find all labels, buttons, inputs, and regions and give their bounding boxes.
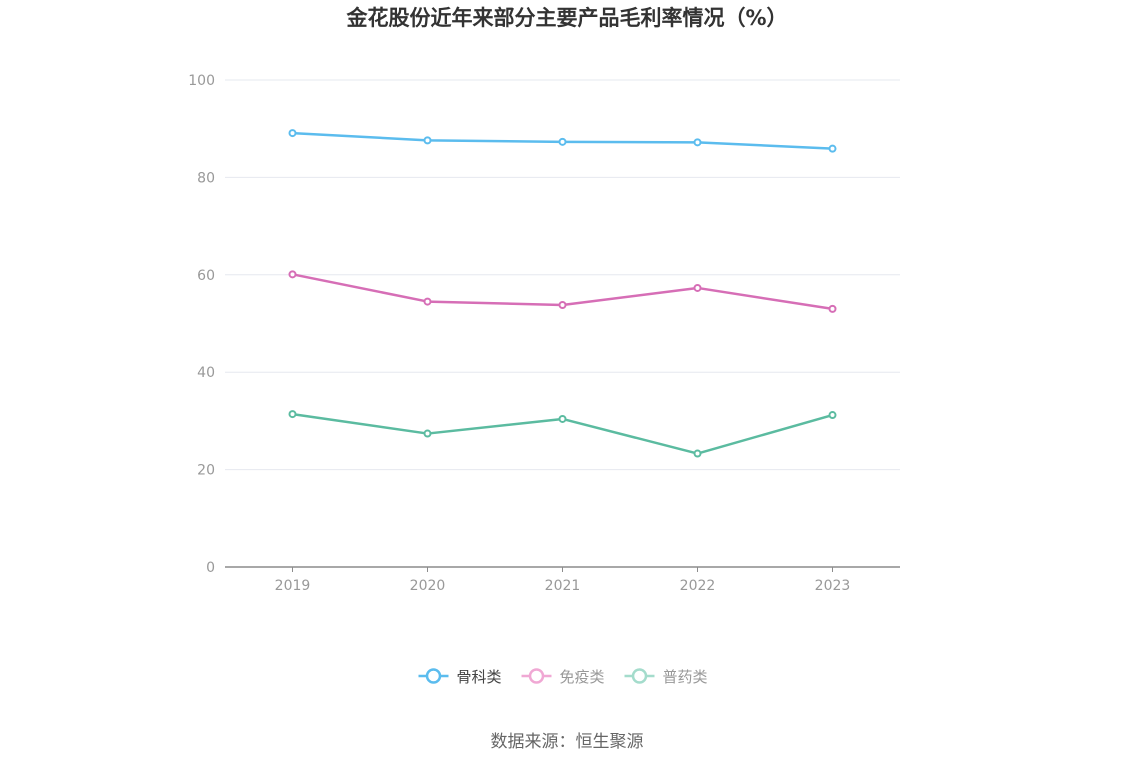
x-tick-label-2019: 2019 <box>275 578 311 594</box>
data-point-0-2023 <box>828 144 837 153</box>
y-tick-label-80: 80 <box>197 170 215 186</box>
legend-marker-1 <box>528 668 545 684</box>
x-tick-label-2022: 2022 <box>680 578 716 594</box>
legend-item-2[interactable]: 普药类 <box>624 668 708 686</box>
y-tick-label-20: 20 <box>197 463 215 479</box>
grid <box>225 79 900 471</box>
legend-label-0: 骨科类 <box>457 668 502 686</box>
legend-label-2: 普药类 <box>663 668 708 686</box>
y-tick-label-40: 40 <box>197 365 215 381</box>
series-group <box>288 129 837 458</box>
x-tick-label-2020: 2020 <box>410 578 446 594</box>
data-point-0-2022 <box>693 138 702 147</box>
legend-marker-2 <box>631 668 648 684</box>
y-tick-label-100: 100 <box>188 73 215 89</box>
data-point-1-2022 <box>693 283 702 292</box>
y-axis-ticks: 0 20 40 60 80 100 <box>188 73 215 576</box>
x-tick-label-2021: 2021 <box>545 578 581 594</box>
data-point-0-2020 <box>423 136 432 145</box>
y-tick-label-0: 0 <box>206 560 215 576</box>
x-axis: 2019 2020 2021 2022 2023 <box>225 566 900 594</box>
data-point-1-2021 <box>558 300 567 309</box>
x-tick-label-2023: 2023 <box>815 578 851 594</box>
legend-item-0[interactable]: 骨科类 <box>418 668 502 686</box>
data-point-1-2023 <box>828 304 837 313</box>
data-point-2-2023 <box>828 411 837 420</box>
legend-label-1: 免疫类 <box>560 668 605 686</box>
data-point-0-2021 <box>558 137 567 146</box>
legend-marker-0 <box>425 668 442 684</box>
data-point-1-2020 <box>423 297 432 306</box>
data-point-2-2021 <box>558 414 567 423</box>
data-point-2-2022 <box>693 449 702 458</box>
data-point-0-2019 <box>288 129 297 138</box>
data-point-2-2020 <box>423 429 432 438</box>
legend[interactable]: 骨科类 免疫类 普药类 <box>418 668 708 686</box>
data-point-1-2019 <box>288 270 297 279</box>
source-note: 数据来源：恒生聚源 <box>491 732 644 752</box>
y-tick-label-60: 60 <box>197 268 215 284</box>
chart-title: 金花股份近年来部分主要产品毛利率情况（%） <box>345 6 787 30</box>
legend-item-1[interactable]: 免疫类 <box>521 668 605 686</box>
data-point-2-2019 <box>288 410 297 419</box>
